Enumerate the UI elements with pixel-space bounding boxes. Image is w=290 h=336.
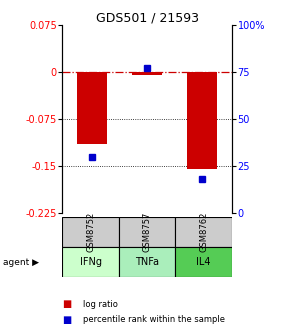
Bar bbox=[119, 247, 175, 277]
Bar bbox=[77, 72, 108, 144]
Text: GSM8752: GSM8752 bbox=[86, 212, 95, 252]
Text: IL4: IL4 bbox=[197, 257, 211, 267]
Text: log ratio: log ratio bbox=[83, 300, 117, 308]
Bar bbox=[132, 72, 162, 75]
Text: percentile rank within the sample: percentile rank within the sample bbox=[83, 316, 225, 324]
Text: agent ▶: agent ▶ bbox=[3, 258, 39, 266]
Bar bbox=[175, 217, 232, 247]
Bar bbox=[119, 217, 175, 247]
Bar bbox=[187, 72, 217, 169]
Bar bbox=[62, 217, 119, 247]
Text: TNFa: TNFa bbox=[135, 257, 159, 267]
Title: GDS501 / 21593: GDS501 / 21593 bbox=[96, 11, 199, 24]
Text: GSM8757: GSM8757 bbox=[143, 212, 152, 252]
Bar bbox=[62, 247, 119, 277]
Text: GSM8762: GSM8762 bbox=[199, 212, 208, 252]
Text: ■: ■ bbox=[62, 299, 72, 309]
Bar bbox=[175, 247, 232, 277]
Text: ■: ■ bbox=[62, 315, 72, 325]
Text: IFNg: IFNg bbox=[80, 257, 101, 267]
